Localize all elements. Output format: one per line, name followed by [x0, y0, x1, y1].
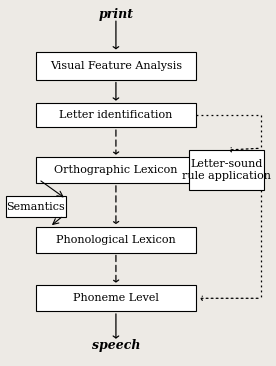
FancyBboxPatch shape	[36, 285, 196, 311]
Text: speech: speech	[92, 339, 140, 352]
Text: Semantics: Semantics	[7, 202, 65, 212]
Text: Phonological Lexicon: Phonological Lexicon	[56, 235, 176, 245]
FancyBboxPatch shape	[36, 227, 196, 253]
Text: Letter-sound
rule application: Letter-sound rule application	[182, 159, 271, 181]
Text: Phoneme Level: Phoneme Level	[73, 293, 159, 303]
Text: Orthographic Lexicon: Orthographic Lexicon	[54, 165, 178, 175]
Text: Visual Feature Analysis: Visual Feature Analysis	[50, 61, 182, 71]
FancyBboxPatch shape	[6, 196, 66, 217]
FancyBboxPatch shape	[189, 150, 264, 190]
FancyBboxPatch shape	[36, 157, 196, 183]
Text: Letter identification: Letter identification	[59, 110, 172, 120]
Text: print: print	[99, 8, 133, 21]
FancyBboxPatch shape	[36, 52, 196, 80]
FancyBboxPatch shape	[36, 103, 196, 127]
